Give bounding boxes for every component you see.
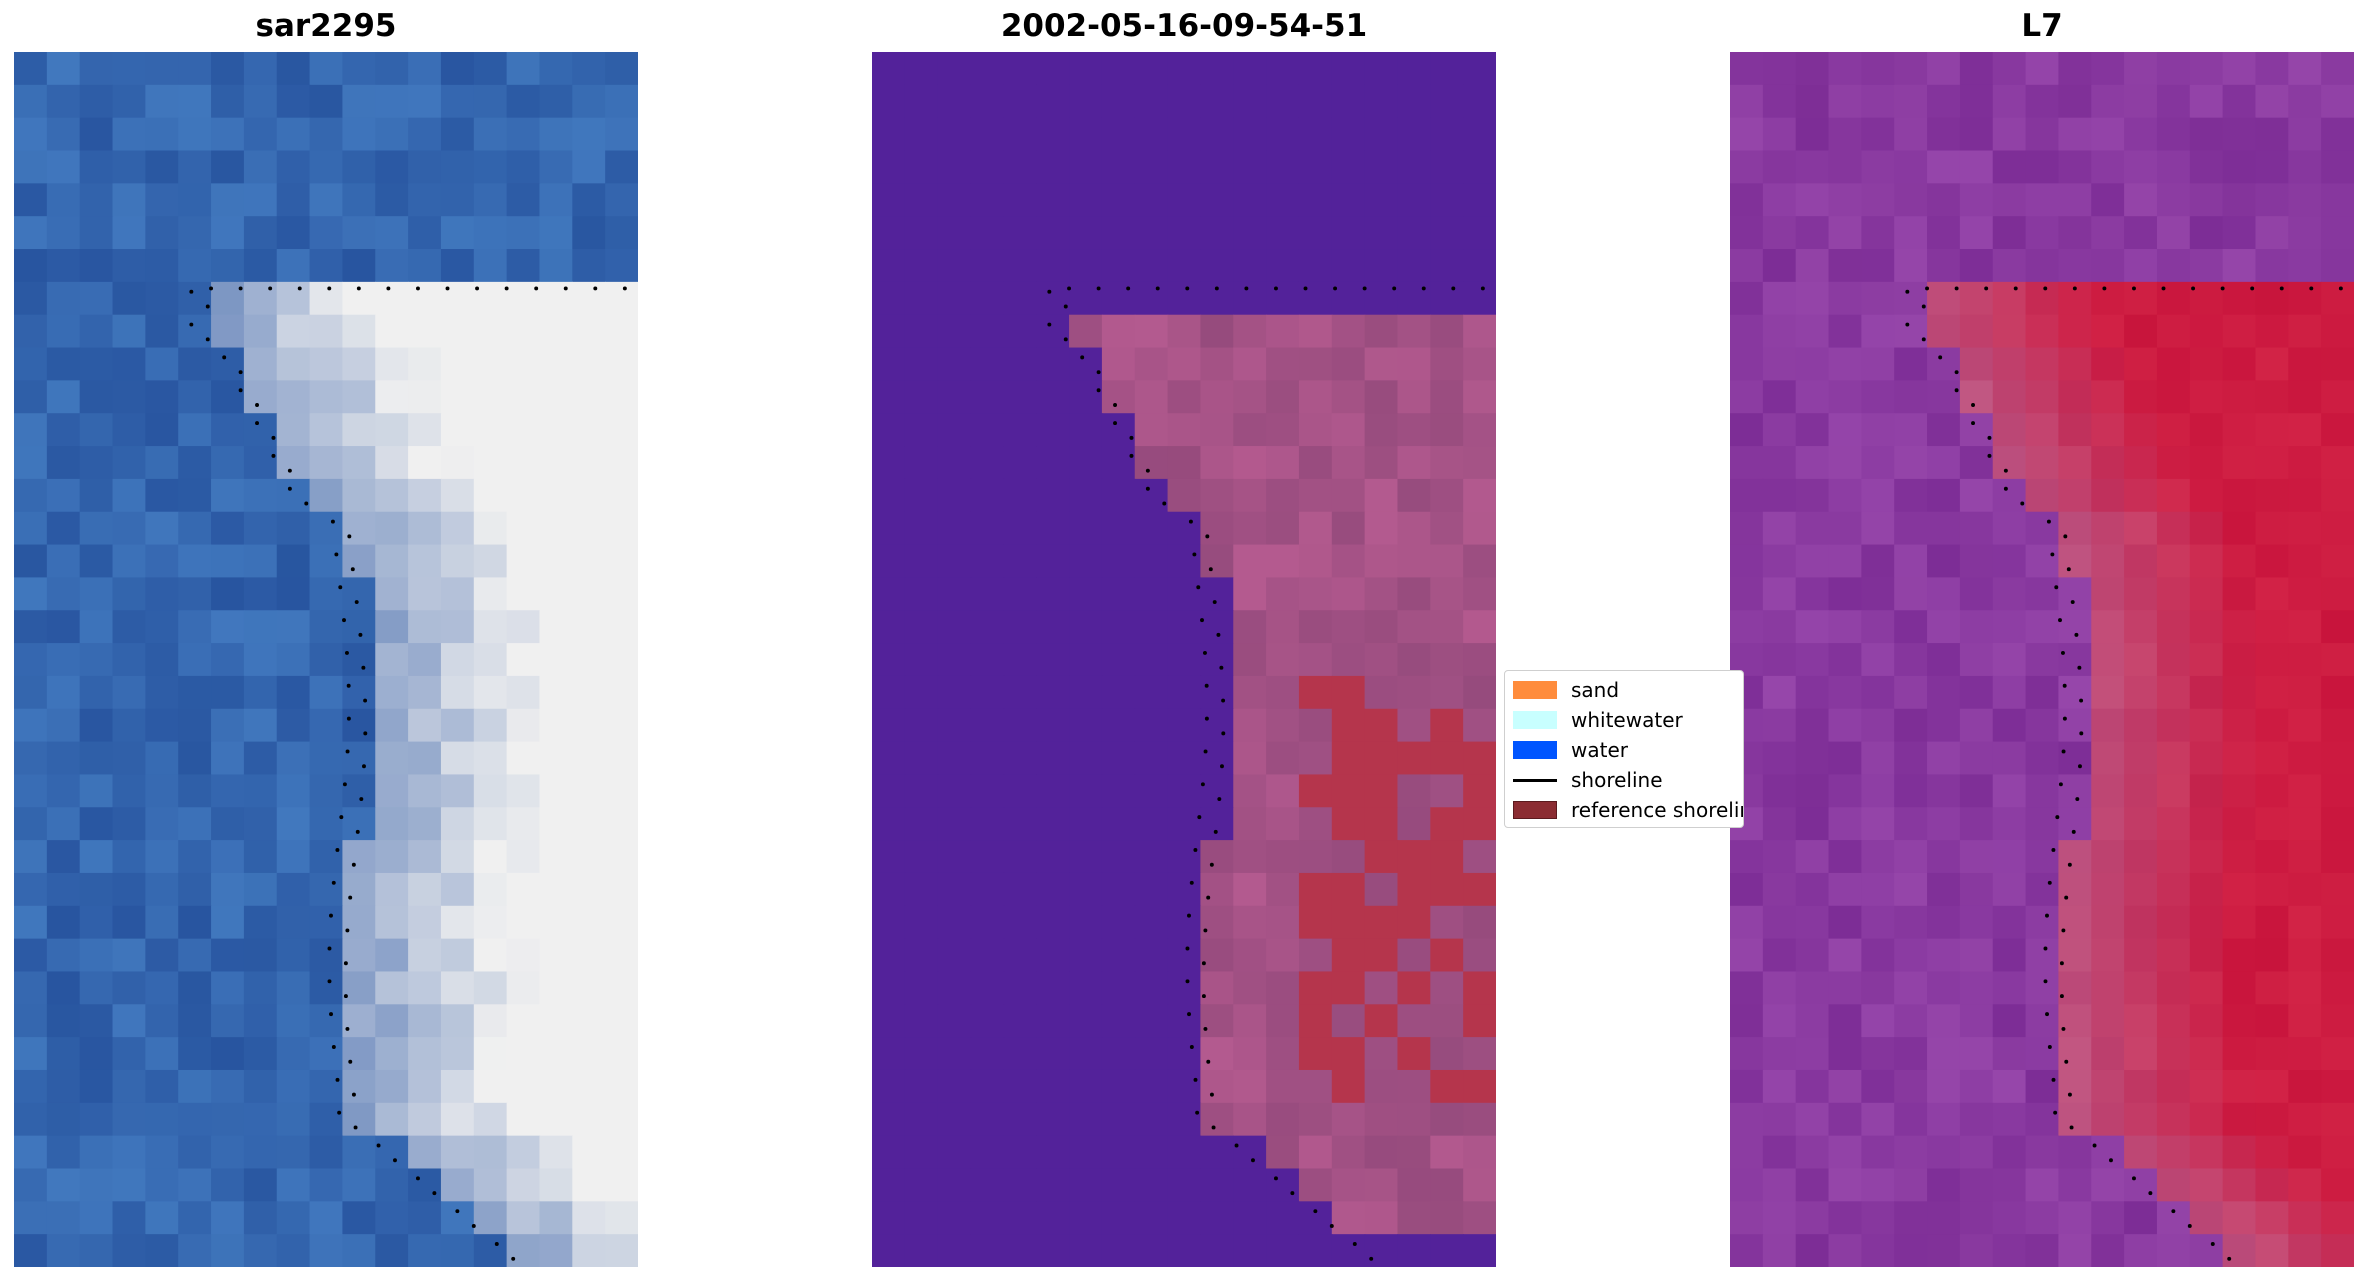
- panel-title-l7: L7: [2021, 8, 2063, 44]
- legend-label-whitewater: whitewater: [1571, 708, 1683, 732]
- l7-image-panel: [1730, 52, 2354, 1267]
- legend-item-whitewater: whitewater: [1513, 707, 1683, 733]
- legend: sand whitewater water shoreline referenc…: [1504, 670, 1744, 828]
- rgb-satellite-image: [14, 52, 638, 1267]
- rgb-image-panel: [14, 52, 638, 1267]
- water-swatch: [1513, 741, 1557, 759]
- shoreline-line: [1513, 778, 1557, 782]
- legend-item-sand: sand: [1513, 677, 1619, 703]
- whitewater-swatch: [1513, 711, 1557, 729]
- panel-title-classified: 2002-05-16-09-54-51: [1000, 8, 1368, 44]
- false-color-image: [1730, 52, 2354, 1267]
- reference-shoreline-swatch: [1513, 801, 1557, 819]
- classified-image: [872, 52, 1496, 1267]
- legend-label-water: water: [1571, 738, 1628, 762]
- legend-item-water: water: [1513, 737, 1628, 763]
- legend-label-shoreline: shoreline: [1571, 768, 1663, 792]
- legend-item-reference-shoreline: reference shoreline: [1513, 797, 1743, 823]
- legend-label-sand: sand: [1571, 678, 1620, 702]
- sand-swatch: [1513, 681, 1557, 699]
- legend-item-shoreline: shoreline: [1513, 767, 1663, 793]
- legend-label-reference-shoreline: reference shoreline: [1571, 798, 1743, 822]
- classified-image-panel: [872, 52, 1496, 1267]
- panel-title-rgb: sar2295: [255, 8, 397, 44]
